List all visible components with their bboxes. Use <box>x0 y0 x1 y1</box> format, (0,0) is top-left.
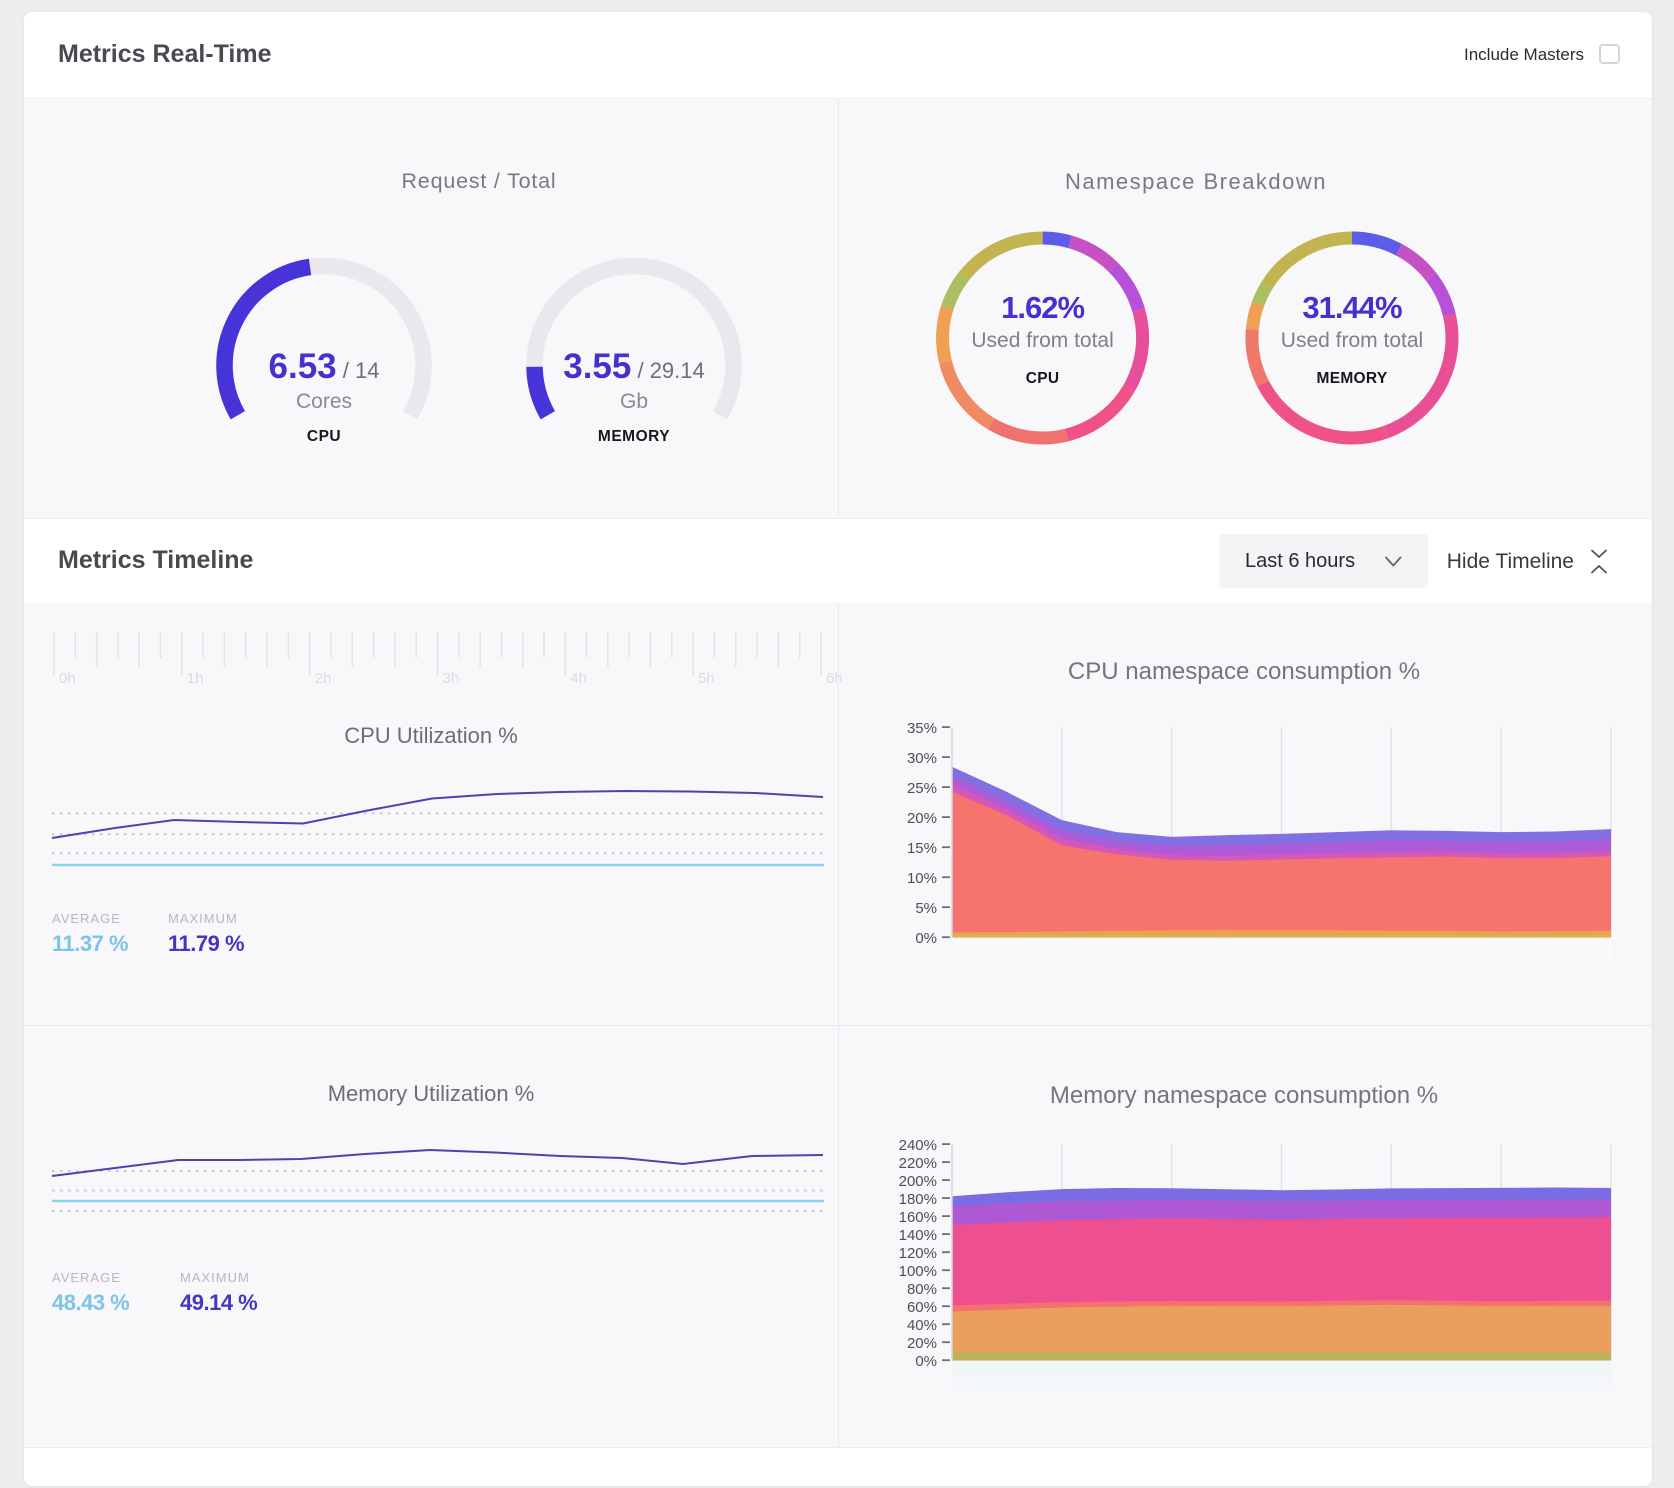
svg-text:120%: 120% <box>899 1245 937 1262</box>
svg-text:35%: 35% <box>907 720 937 737</box>
svg-text:60%: 60% <box>907 1299 937 1316</box>
svg-text:80%: 80% <box>907 1281 937 1298</box>
svg-text:0%: 0% <box>915 1353 937 1370</box>
svg-text:200%: 200% <box>899 1173 937 1190</box>
svg-text:15%: 15% <box>907 840 937 857</box>
svg-text:40%: 40% <box>907 1317 937 1334</box>
svg-text:140%: 140% <box>899 1227 937 1244</box>
svg-text:240%: 240% <box>899 1137 937 1154</box>
svg-text:220%: 220% <box>899 1155 937 1172</box>
svg-text:20%: 20% <box>907 810 937 827</box>
svg-text:20%: 20% <box>907 1335 937 1352</box>
svg-text:180%: 180% <box>899 1191 937 1208</box>
svg-text:100%: 100% <box>899 1263 937 1280</box>
svg-text:10%: 10% <box>907 870 937 887</box>
svg-text:160%: 160% <box>899 1209 937 1226</box>
svg-text:25%: 25% <box>907 780 937 797</box>
svg-text:5%: 5% <box>915 900 937 917</box>
svg-text:30%: 30% <box>907 750 937 767</box>
svg-text:0%: 0% <box>915 930 937 947</box>
